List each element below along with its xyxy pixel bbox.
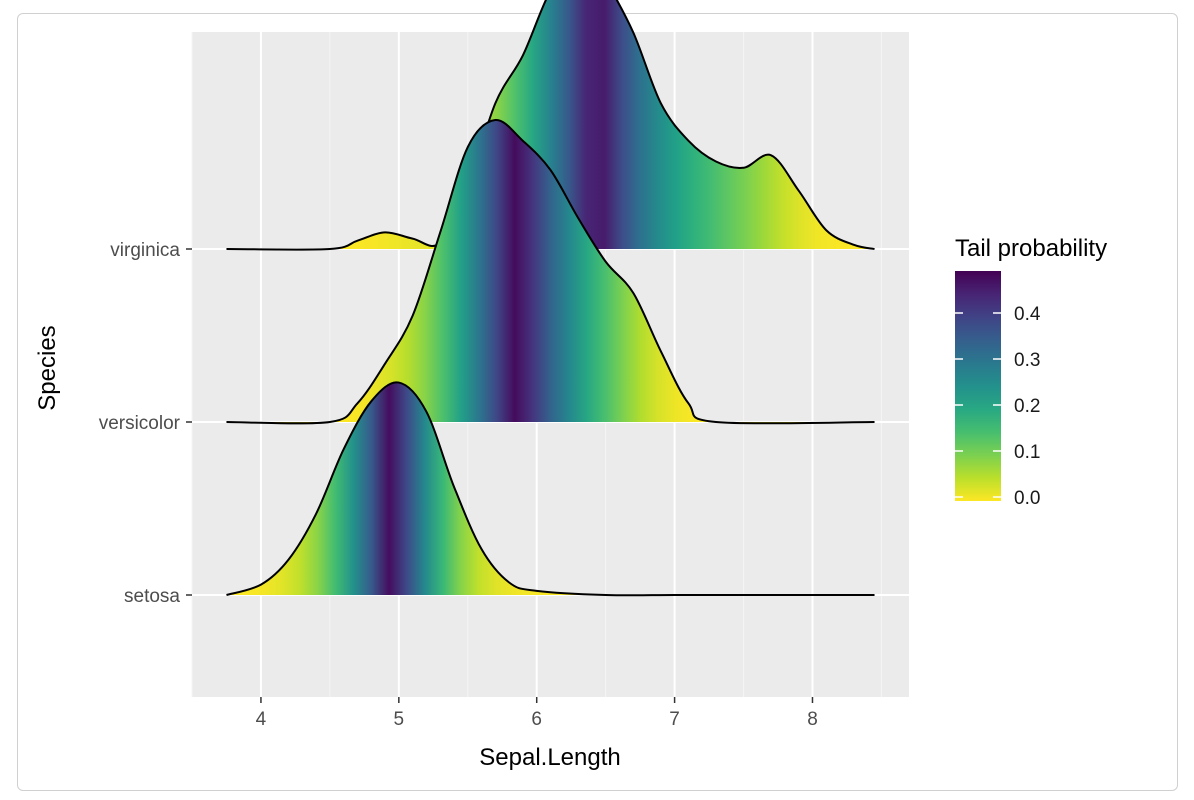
ridge-fill-setosa: [226, 382, 875, 596]
ridge-outline-setosa: [226, 381, 875, 597]
legend-tick-label: 0.0: [1014, 488, 1040, 509]
ridge-fill-virginica: [226, 0, 875, 250]
x-tick-label: 7: [669, 709, 680, 730]
ridge-fill-versicolor: [226, 119, 875, 424]
y-axis-title: Species: [34, 325, 61, 410]
x-tick-label: 5: [394, 709, 405, 730]
x-tick-label: 6: [531, 709, 542, 730]
y-tick-label: virginica: [110, 240, 180, 261]
x-tick-label: 8: [807, 709, 818, 730]
legend-tick-label: 0.4: [1014, 304, 1041, 325]
y-axis: setosa versicolor virginica: [99, 240, 192, 607]
legend-tick-label: 0.3: [1014, 350, 1040, 371]
density-ridges: [226, 0, 875, 597]
legend-colorbar: [955, 271, 1001, 501]
legend-tick-label: 0.1: [1014, 442, 1040, 463]
ridge-outline-virginica: [226, 0, 875, 251]
x-axis: 4 5 6 7 8: [256, 697, 818, 730]
legend-ticks: 0.0 0.1 0.2 0.3 0.4: [955, 304, 1041, 509]
x-tick-label: 4: [256, 709, 267, 730]
legend: Tail probability 0.0 0.1 0.2 0.3 0.4: [955, 235, 1107, 509]
y-tick-label: versicolor: [99, 413, 181, 434]
legend-tick-label: 0.2: [1014, 396, 1040, 417]
x-axis-title: Sepal.Length: [479, 744, 620, 771]
y-tick-label: setosa: [124, 586, 180, 607]
legend-title: Tail probability: [955, 235, 1107, 262]
ridge-outline-versicolor: [226, 118, 875, 425]
